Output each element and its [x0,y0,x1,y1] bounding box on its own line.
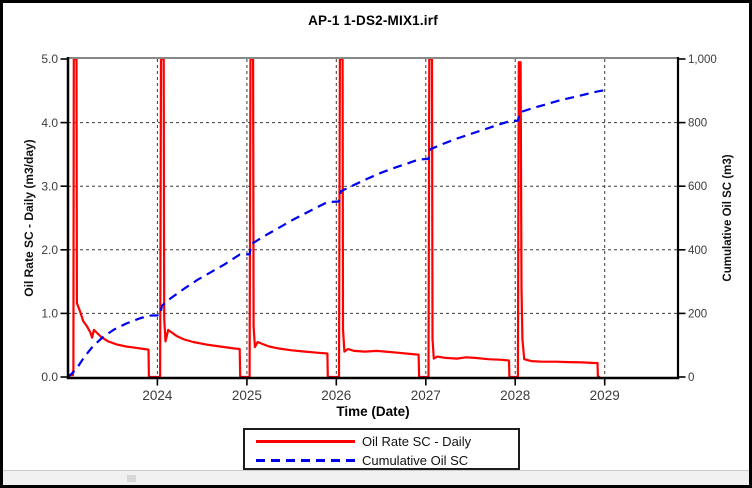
chart-title: AP-1 1-DS2-MIX1.irf [308,13,438,28]
svg-text:1.0: 1.0 [41,307,58,321]
legend-blue-dashed-line-icon [256,459,355,462]
svg-text:1,000: 1,000 [688,54,717,66]
x-axis-title: Time (Date) [336,404,410,419]
legend-label-cumulative: Cumulative Oil SC [362,453,469,468]
legend-label-oil-rate: Oil Rate SC - Daily [362,434,472,449]
svg-text:4.0: 4.0 [41,116,58,130]
svg-text:2027: 2027 [411,388,441,403]
svg-text:3.0: 3.0 [41,179,58,193]
svg-text:0: 0 [688,372,694,384]
svg-text:400: 400 [688,245,707,257]
legend-entry-cumulative: Cumulative Oil SC [245,452,518,469]
svg-text:5.0: 5.0 [41,52,58,66]
svg-text:200: 200 [688,308,707,320]
svg-text:2026: 2026 [321,388,351,403]
svg-text:2024: 2024 [142,388,173,403]
svg-text:2025: 2025 [232,388,262,403]
svg-text:2029: 2029 [590,388,620,403]
svg-text:2028: 2028 [500,388,530,403]
legend-red-line-icon [256,440,355,443]
legend-box: Oil Rate SC - Daily Cumulative Oil SC [243,428,520,470]
scrollbar-notch[interactable] [127,475,136,482]
horizontal-scrollbar[interactable] [3,470,749,485]
legend-entry-oil-rate: Oil Rate SC - Daily [245,433,518,450]
svg-text:0.0: 0.0 [41,370,58,384]
svg-text:800: 800 [688,118,707,130]
svg-text:2.0: 2.0 [41,243,58,257]
svg-text:600: 600 [688,181,707,193]
